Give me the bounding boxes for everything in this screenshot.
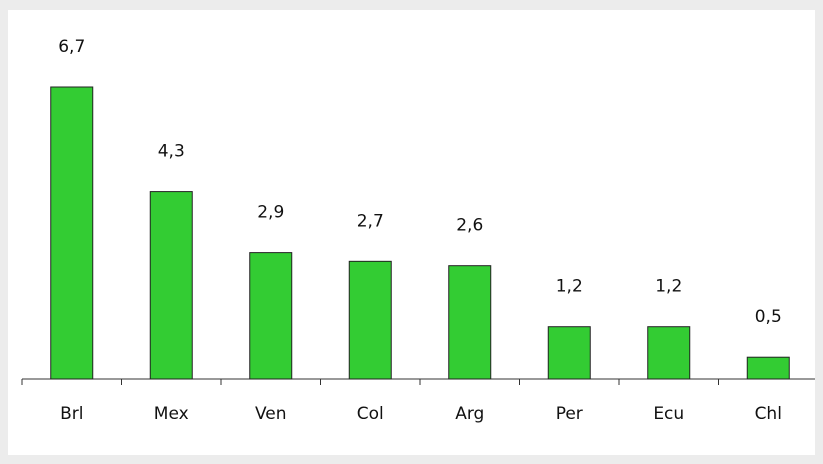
x-tick-label: Mex bbox=[154, 404, 189, 424]
bar bbox=[149, 191, 193, 380]
value-label: 2,7 bbox=[357, 211, 384, 231]
value-label: 4,3 bbox=[158, 142, 185, 162]
chart: Brl 6,7 Mex 4,3 Ven 2,9 Col 2,7 Arg 2,6 Per 1,2 Ecu 1… bbox=[8, 10, 815, 455]
x-tick-label: Col bbox=[357, 404, 384, 424]
bar bbox=[348, 260, 392, 380]
bar bbox=[249, 252, 293, 380]
x-tick-label: Brl bbox=[60, 404, 83, 424]
x-tick-label: Chl bbox=[755, 404, 782, 424]
bar bbox=[448, 265, 492, 380]
value-label: 1,2 bbox=[655, 277, 682, 297]
x-tick-label: Ecu bbox=[653, 404, 684, 424]
x-tick-label: Arg bbox=[455, 404, 484, 424]
bar bbox=[746, 356, 790, 380]
x-tick-label: Ven bbox=[255, 404, 287, 424]
value-label: 0,5 bbox=[755, 307, 782, 327]
x-tick-label: Per bbox=[556, 404, 583, 424]
value-label: 6,7 bbox=[58, 37, 85, 57]
value-label: 1,2 bbox=[556, 277, 583, 297]
bar bbox=[50, 86, 94, 380]
bar bbox=[547, 326, 591, 380]
bar bbox=[647, 326, 691, 380]
value-label: 2,9 bbox=[257, 203, 284, 223]
value-label: 2,6 bbox=[456, 216, 483, 236]
